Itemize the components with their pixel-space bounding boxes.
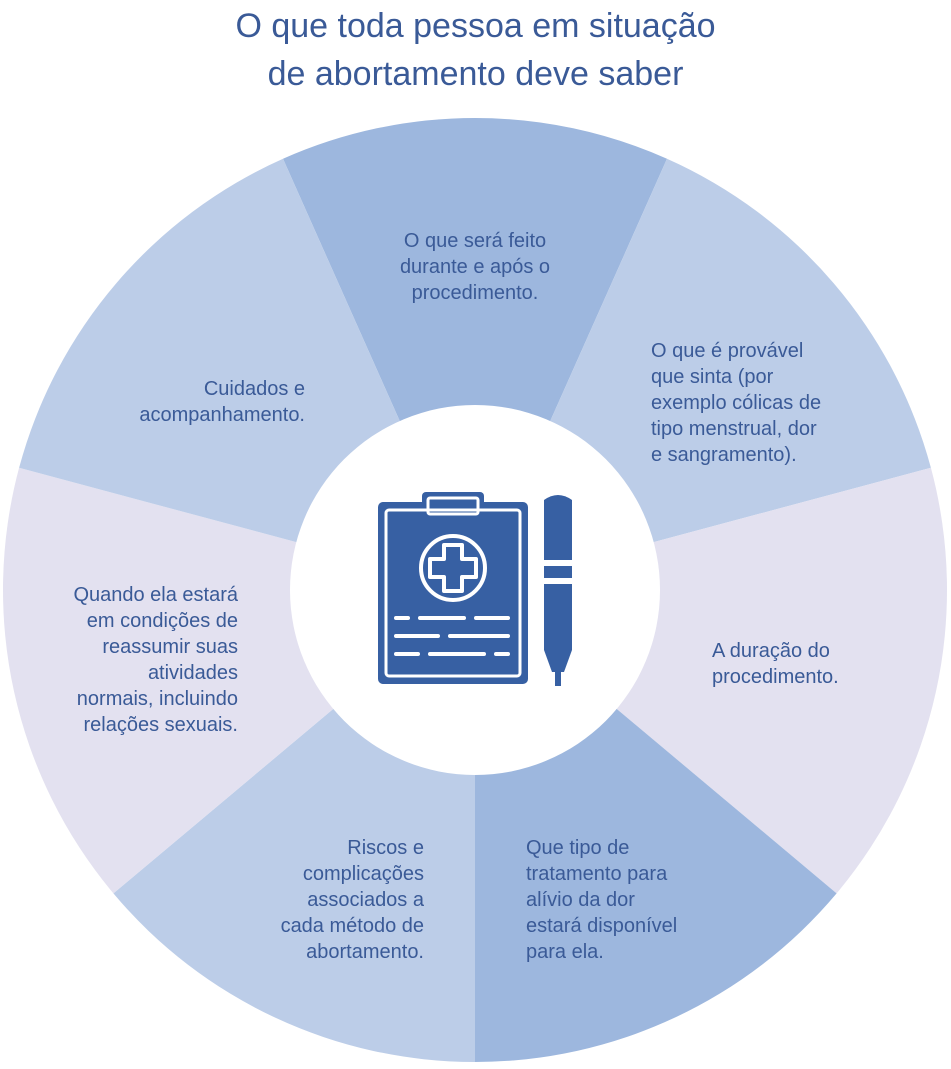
segment-retorno-text: Quando ela estará em condições de reassu… (73, 584, 238, 736)
page-title: O que toda pessoa em situação de abortam… (0, 0, 951, 98)
segment-sintomas-text: O que é provável que sinta (por exemplo … (651, 340, 822, 466)
segment-procedimento-shape (283, 117, 667, 590)
title-line-2: de abortamento deve saber (267, 55, 684, 93)
medical-clipboard-and-pen-icon (378, 492, 572, 686)
segment-riscos-text: Riscos e complicações associados a cada … (280, 837, 424, 963)
segment-procedimento-text: O que será feito durante e após o proced… (399, 230, 551, 304)
title-line-1: O que toda pessoa em situação (235, 7, 716, 45)
pen-shape (544, 495, 572, 686)
clipboard-clip-shape (422, 492, 484, 520)
plus-circle-shape (419, 534, 487, 602)
plus-sign-shape (428, 543, 478, 593)
segment-duracao-text: A duração do procedimento. (712, 640, 839, 688)
segment-cuidados-text: Cuidados e acompanhamento. (139, 378, 305, 426)
segment-dor-text: Que tipo de tratamento para alívio da do… (526, 837, 678, 963)
